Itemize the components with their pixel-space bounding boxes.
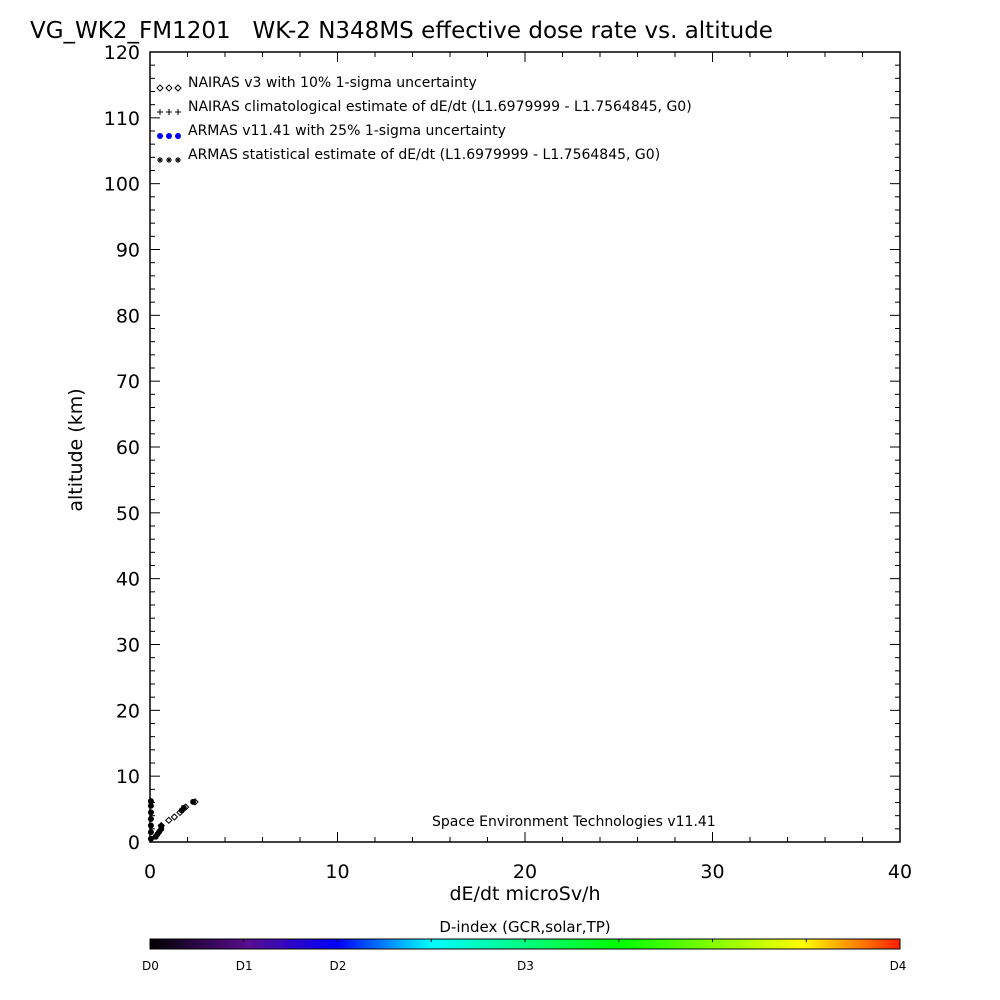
legend: NAIRAS v3 with 10% 1-sigma uncertainty NA… bbox=[156, 75, 692, 163]
y-tick-label: 0 bbox=[128, 832, 140, 854]
colorbar-label: D0 bbox=[142, 959, 159, 973]
colorbar-title: D-index (GCR,solar,TP) bbox=[439, 918, 610, 936]
legend-entry-label: ARMAS v11.41 with 25% 1-sigma uncertaint… bbox=[188, 123, 506, 139]
filled-circle-marker bbox=[147, 822, 154, 829]
y-tick-label: 80 bbox=[116, 305, 140, 327]
filled-circle-marker bbox=[190, 798, 197, 805]
filled-circle-marker bbox=[147, 802, 154, 809]
colorbar-label: D3 bbox=[517, 959, 534, 973]
diamond-marker bbox=[170, 813, 179, 821]
plus-marker bbox=[166, 109, 172, 115]
filled-circle-marker bbox=[147, 798, 154, 805]
y-tick-label: 110 bbox=[104, 108, 140, 130]
diamond-marker bbox=[174, 84, 182, 92]
x-tick-label: 20 bbox=[513, 861, 537, 883]
x-tick-label: 10 bbox=[325, 861, 349, 883]
filled-circle-marker bbox=[166, 133, 172, 139]
y-tick-label: 100 bbox=[104, 174, 140, 196]
y-tick-label: 50 bbox=[116, 503, 140, 525]
y-tick-label: 70 bbox=[116, 371, 140, 393]
credit-annotation: Space Environment Technologies v11.41 bbox=[432, 814, 716, 830]
legend-entry-label: ARMAS statistical estimate of dE/dt (L1.… bbox=[188, 147, 660, 163]
plus-marker bbox=[157, 109, 163, 115]
colorbar-label: D2 bbox=[330, 959, 347, 973]
colorbar-label: D4 bbox=[890, 959, 907, 973]
plot-frame bbox=[149, 51, 901, 843]
diamond-marker bbox=[156, 84, 164, 92]
filled-circle-marker bbox=[147, 835, 154, 842]
y-axis-label: altitude (km) bbox=[65, 388, 87, 511]
colorbar-ticks: D0 D1 D2 D3 D4 bbox=[142, 939, 906, 973]
x-axis: 0 10 20 30 40 bbox=[144, 52, 912, 883]
diamond-marker bbox=[165, 84, 173, 92]
legend-entry-label: NAIRAS v3 with 10% 1-sigma uncertainty bbox=[188, 75, 477, 91]
x-tick-label: 0 bbox=[144, 861, 156, 883]
x-tick-label: 30 bbox=[700, 861, 724, 883]
colorbar-label: D1 bbox=[236, 959, 253, 973]
y-tick-label: 120 bbox=[104, 42, 140, 64]
y-tick-label: 30 bbox=[116, 635, 140, 657]
asterisk-marker bbox=[157, 157, 163, 163]
filled-circle-marker bbox=[147, 829, 154, 836]
y-tick-label: 20 bbox=[116, 700, 140, 722]
filled-circle-marker bbox=[147, 815, 154, 822]
filled-circle-marker bbox=[175, 133, 181, 139]
asterisk-marker bbox=[166, 157, 172, 163]
y-tick-label: 90 bbox=[116, 240, 140, 262]
y-tick-label: 60 bbox=[116, 437, 140, 459]
filled-circle-marker bbox=[158, 823, 165, 830]
filled-circle-marker bbox=[147, 809, 154, 816]
asterisk-marker bbox=[175, 157, 181, 163]
y-tick-label: 10 bbox=[116, 766, 140, 788]
filled-circle-marker bbox=[180, 804, 187, 811]
plus-marker bbox=[175, 109, 181, 115]
y-axis: 0 10 20 30 40 50 60 70 80 90 100 110 120 bbox=[104, 42, 900, 854]
diamond-marker bbox=[165, 816, 173, 824]
x-tick-label: 40 bbox=[888, 861, 912, 883]
chart-title: VG_WK2_FM1201 WK-2 N348MS effective dose… bbox=[30, 18, 773, 44]
x-axis-label: dE/dt microSv/h bbox=[449, 883, 600, 905]
legend-entry-label: NAIRAS climatological estimate of dE/dt … bbox=[188, 99, 692, 115]
y-tick-label: 40 bbox=[116, 569, 140, 591]
data-points bbox=[147, 798, 199, 842]
filled-circle-marker bbox=[157, 133, 163, 139]
